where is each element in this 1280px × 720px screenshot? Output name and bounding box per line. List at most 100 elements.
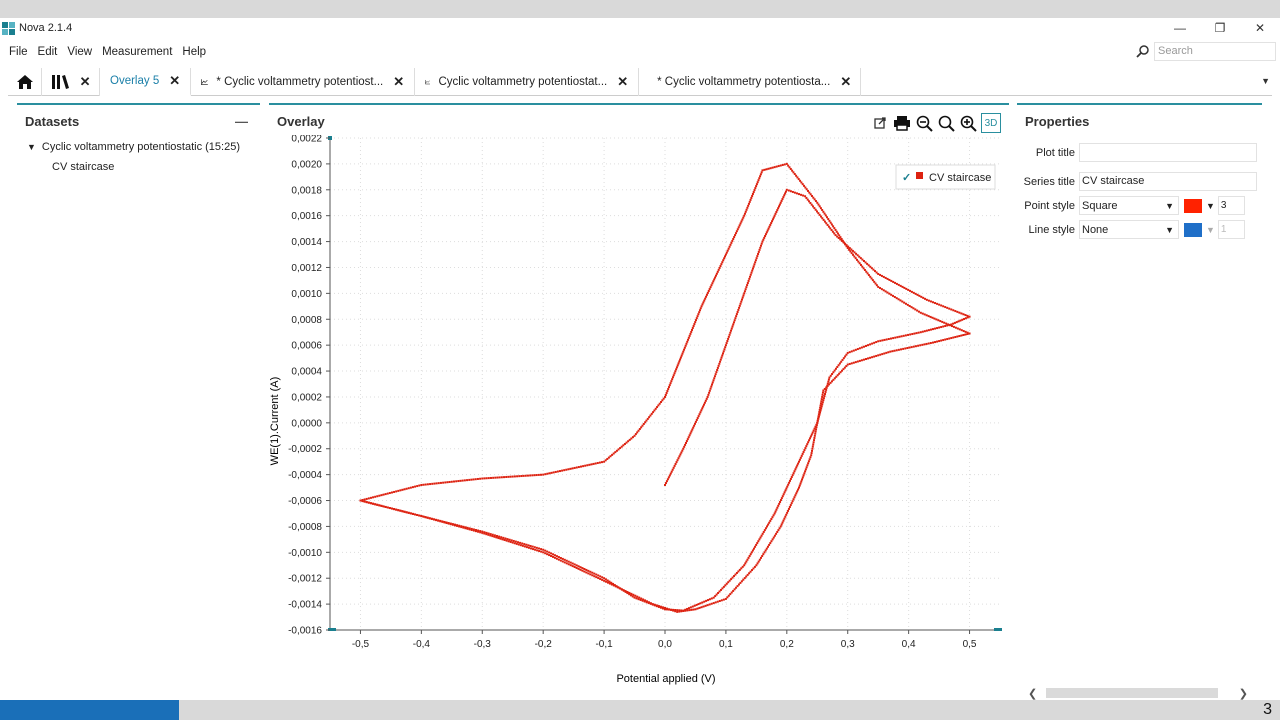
data-point	[904, 334, 907, 337]
tab-cv-1[interactable]: * Cyclic voltammetry potentiost... ✕	[191, 68, 416, 96]
export-button[interactable]	[871, 114, 889, 132]
close-library-tab-icon[interactable]: ✕	[79, 74, 91, 89]
tree-root-item[interactable]: ▼ Cyclic voltammetry potentiostatic (15:…	[17, 141, 260, 153]
data-point	[672, 374, 675, 377]
point-style-label: Point style	[1024, 199, 1075, 212]
properties-scrollbar[interactable]: ❮ ❯	[1028, 686, 1256, 700]
scroll-left-icon[interactable]: ❮	[1028, 687, 1038, 700]
zoom-out-button[interactable]	[915, 114, 933, 132]
menu-view[interactable]: View	[67, 46, 93, 58]
data-point	[911, 333, 914, 336]
data-point	[727, 594, 730, 597]
tree-child-item[interactable]: CV staircase	[52, 161, 115, 173]
data-point	[818, 213, 821, 216]
data-point	[966, 316, 969, 319]
library-tab[interactable]: ✕	[42, 68, 100, 96]
data-point	[918, 294, 921, 297]
data-point	[676, 609, 679, 612]
point-size-input[interactable]: 3	[1217, 196, 1245, 215]
restore-button[interactable]: ❐	[1214, 21, 1226, 35]
data-point	[748, 277, 751, 280]
menu-file[interactable]: File	[9, 46, 28, 58]
data-point	[749, 570, 752, 573]
search-input[interactable]: Search	[1154, 41, 1276, 61]
line-style-select[interactable]: None ▼	[1079, 220, 1179, 239]
data-point	[703, 403, 706, 406]
data-point	[567, 563, 570, 566]
data-point	[708, 288, 711, 291]
tree-root-label: Cyclic voltammetry potentiostatic (15:25…	[41, 141, 240, 153]
zoom-fit-button[interactable]	[937, 114, 955, 132]
print-button[interactable]	[893, 114, 911, 132]
data-point	[761, 532, 764, 535]
data-point	[952, 325, 955, 328]
axis-handle[interactable]	[328, 628, 336, 631]
data-point	[557, 556, 560, 559]
legend-check-icon[interactable]: ✓	[902, 172, 911, 184]
data-point	[444, 481, 447, 484]
zoom-in-button[interactable]	[959, 114, 977, 132]
data-point	[615, 449, 618, 452]
close-tab-icon[interactable]: ✕	[840, 74, 852, 89]
data-point	[747, 556, 750, 559]
data-point	[536, 549, 539, 552]
point-color-picker[interactable]: ▼	[1184, 198, 1215, 213]
home-button[interactable]	[8, 68, 42, 96]
data-point	[745, 560, 748, 563]
data-point	[597, 577, 600, 580]
data-point	[554, 470, 557, 473]
data-point	[718, 362, 721, 365]
tab-overlay-5[interactable]: Overlay 5 ✕	[100, 68, 192, 96]
data-point	[535, 546, 538, 549]
data-point	[531, 474, 534, 477]
scrollbar-thumb[interactable]	[1046, 688, 1218, 698]
data-point	[367, 501, 370, 504]
menu-edit[interactable]: Edit	[37, 46, 58, 58]
data-point	[686, 438, 689, 441]
data-point	[773, 534, 776, 537]
data-point	[754, 261, 757, 264]
y-tick-label: 0,0006	[291, 341, 322, 352]
axis-handle[interactable]	[994, 628, 1002, 631]
data-point	[513, 542, 516, 545]
plot-title-input[interactable]	[1079, 143, 1257, 162]
cv-chart[interactable]: -0,5 -0,4 -0,3 -0,2 -0,1 0,0 0,1 0,2 0,3 0,4 0,5 0,…	[269, 135, 1009, 685]
data-point	[844, 355, 847, 358]
data-point	[859, 257, 862, 260]
data-point	[575, 466, 578, 469]
toggle-3d-button[interactable]: 3D	[981, 113, 1001, 133]
close-window-button[interactable]: ✕	[1254, 21, 1266, 35]
series-title-input[interactable]: CV staircase	[1079, 172, 1257, 191]
tab-dropdown-icon[interactable]: ▼	[1261, 76, 1270, 86]
data-point	[720, 356, 723, 359]
close-tab-icon[interactable]: ✕	[169, 73, 181, 88]
line-color-picker[interactable]: ▼	[1184, 222, 1215, 237]
close-tab-icon[interactable]: ✕	[393, 74, 405, 89]
data-point	[786, 485, 789, 488]
data-point	[787, 189, 790, 192]
tab-cv-2[interactable]: Cyclic voltammetry potentiostat... ✕	[415, 68, 640, 96]
data-point	[596, 462, 599, 465]
search-area: Search	[1136, 41, 1276, 61]
data-point	[645, 419, 648, 422]
data-point	[494, 476, 497, 479]
expand-triangle-icon[interactable]: ▼	[27, 142, 36, 152]
menu-measurement[interactable]: Measurement	[102, 46, 173, 58]
tab-cv-3[interactable]: * Cyclic voltammetry potentiosta... ✕	[639, 68, 862, 96]
data-point	[657, 404, 660, 407]
collapse-panel-icon[interactable]: —	[235, 114, 248, 129]
scroll-right-icon[interactable]: ❯	[1238, 687, 1248, 700]
data-point	[862, 267, 865, 270]
minimize-button[interactable]: —	[1174, 21, 1186, 35]
data-point	[743, 214, 746, 217]
zoom-out-icon	[916, 115, 933, 132]
menu-help[interactable]: Help	[182, 46, 207, 58]
data-point	[862, 345, 865, 348]
data-point	[729, 331, 732, 334]
close-tab-icon[interactable]: ✕	[617, 74, 629, 89]
data-point	[751, 193, 754, 196]
data-point	[491, 533, 494, 536]
point-style-select[interactable]: Square ▼	[1079, 196, 1179, 215]
data-point	[537, 547, 540, 550]
data-point	[638, 596, 641, 599]
